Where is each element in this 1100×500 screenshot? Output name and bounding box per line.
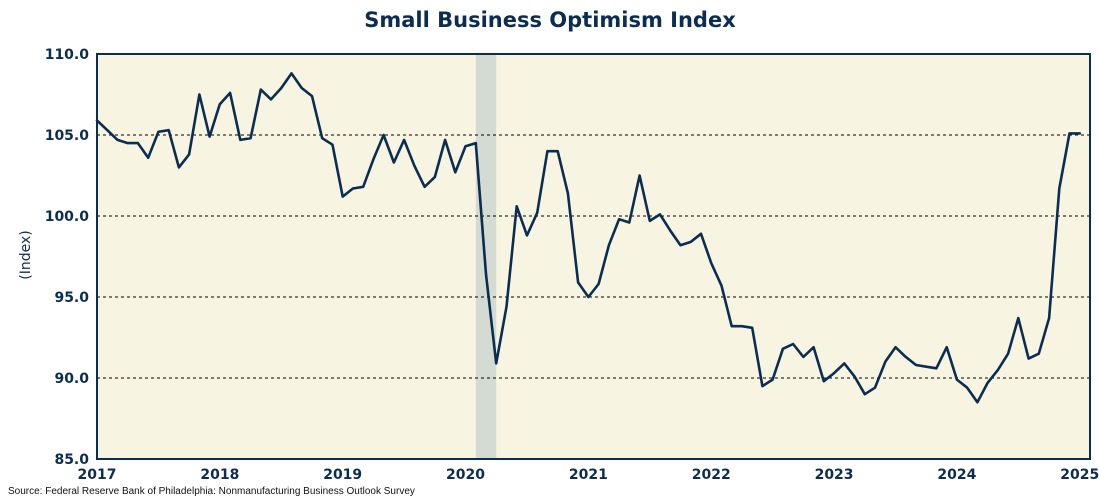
- y-tick-label: 85.0: [54, 452, 89, 468]
- x-tick-label: 2019: [323, 467, 362, 483]
- y-tick-label: 110.0: [45, 47, 90, 63]
- x-tick-label: 2021: [569, 467, 608, 483]
- plot-frame: [96, 53, 1091, 460]
- y-tick-label: 105.0: [45, 128, 90, 144]
- x-tick-label: 2023: [815, 467, 854, 483]
- y-tick-label: 100.0: [45, 209, 90, 225]
- y-tick-label: 95.0: [54, 290, 89, 306]
- x-tick-label: 2018: [200, 467, 239, 483]
- series-line-0: [95, 72, 1082, 404]
- y-tick-label: 90.0: [54, 371, 89, 387]
- x-tick-label: 2022: [692, 467, 731, 483]
- x-tick-label: 2024: [937, 467, 976, 483]
- x-tick-label: 2017: [78, 467, 117, 483]
- plot-area: [97, 54, 1090, 459]
- source-note: Source: Federal Reserve Bank of Philadel…: [8, 486, 415, 497]
- x-tick-label: 2020: [446, 467, 485, 483]
- chart-title: Small Business Optimism Index: [364, 8, 736, 32]
- recession-shading: [475, 54, 497, 459]
- x-tick-label: 2025: [1060, 467, 1099, 483]
- y-axis-label: (Index): [18, 230, 34, 279]
